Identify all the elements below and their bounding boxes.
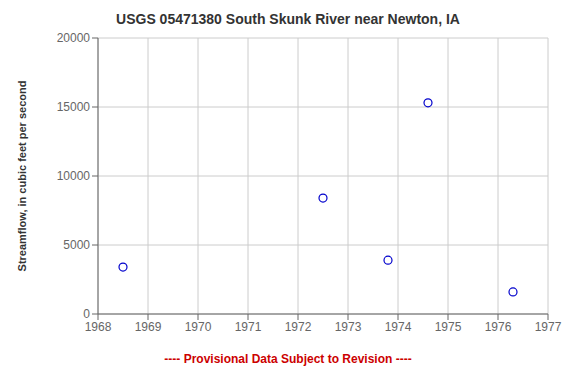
svg-text:Streamflow, in cubic feet per: Streamflow, in cubic feet per second [16,81,28,272]
html-text:---- Provisional Data Subject: ---- Provisional Data Subject to Revisio… [164,352,412,366]
svg-text:10000: 10000 [57,169,91,183]
svg-text:5000: 5000 [63,238,90,252]
svg-text:1971: 1971 [235,320,262,334]
svg-text:0: 0 [83,307,90,321]
svg-text:1974: 1974 [385,320,412,334]
svg-text:1969: 1969 [135,320,162,334]
svg-text:1973: 1973 [335,320,362,334]
svg-text:1977: 1977 [535,320,562,334]
svg-text:20000: 20000 [57,31,91,45]
html-text:USGS 05471380 South Skunk Rive: USGS 05471380 South Skunk River near New… [116,11,460,27]
svg-text:1976: 1976 [485,320,512,334]
svg-text:1972: 1972 [285,320,312,334]
svg-text:1968: 1968 [85,320,112,334]
svg-text:1975: 1975 [435,320,462,334]
svg-text:1970: 1970 [185,320,212,334]
svg-text:15000: 15000 [57,100,91,114]
